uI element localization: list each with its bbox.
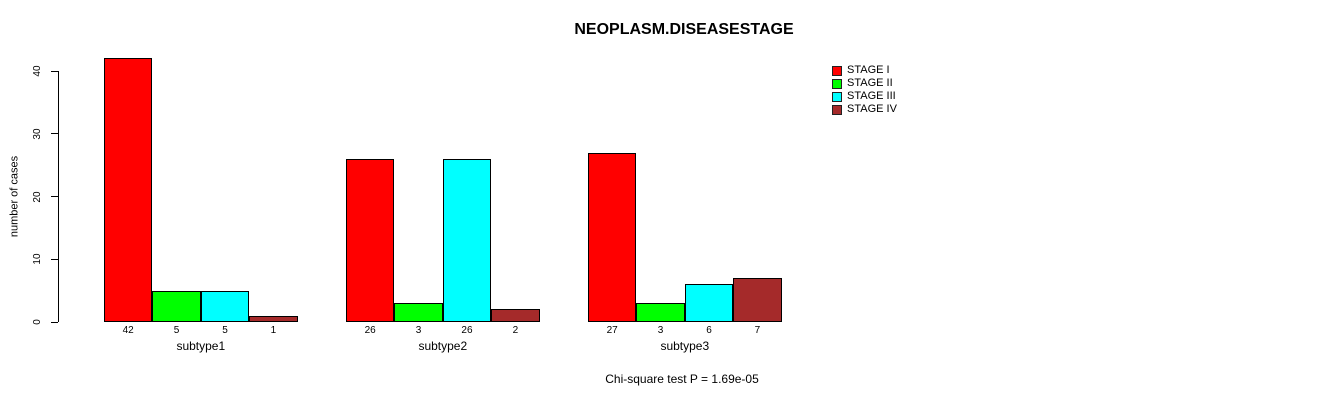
- bar-value-label: 26: [364, 325, 376, 336]
- y-axis-line: [57, 71, 59, 322]
- legend-label-stage-ii: STAGE II: [847, 77, 893, 89]
- bar-subtype1-stage-i: [104, 58, 153, 322]
- y-axis-tick: [50, 196, 58, 197]
- bar-value-label: 2: [512, 325, 519, 336]
- bar-subtype3-stage-iv: [733, 278, 782, 322]
- legend-item-stage-ii: STAGE II: [832, 77, 897, 90]
- bar-value-label: 3: [657, 325, 664, 336]
- legend-swatch-stage-iv: [832, 104, 842, 115]
- bar-subtype2-stage-iv: [491, 309, 540, 322]
- bar-subtype3-stage-i: [588, 152, 637, 322]
- legend-label-stage-iii: STAGE III: [847, 90, 896, 102]
- bar-subtype1-stage-iii: [200, 290, 250, 322]
- y-axis-tick-label: 0: [32, 319, 43, 325]
- legend-item-stage-iii: STAGE III: [832, 90, 897, 103]
- chi-square-annotation: Chi-square test P = 1.69e-05: [605, 372, 759, 386]
- bar-value-label: 42: [122, 325, 134, 336]
- y-axis-tick: [50, 70, 58, 72]
- legend-swatch-stage-i: [832, 65, 842, 76]
- bar-value-label: 3: [415, 325, 422, 336]
- category-label-subtype3: subtype3: [660, 339, 710, 353]
- bar-subtype1-stage-ii: [152, 290, 201, 322]
- bar-value-label: 5: [222, 325, 228, 336]
- bar-subtype2-stage-i: [346, 158, 395, 322]
- legend-label-stage-iv: STAGE IV: [847, 103, 897, 115]
- y-axis-tick: [50, 133, 58, 135]
- y-axis-tick-label: 10: [32, 253, 43, 265]
- bar-subtype2-stage-iii: [442, 158, 492, 322]
- y-axis-tick: [50, 321, 58, 323]
- bar-value-label: 5: [173, 325, 180, 336]
- legend-label-stage-i: STAGE I: [847, 64, 890, 76]
- bar-value-label: 7: [754, 325, 761, 336]
- bar-subtype3-stage-ii: [636, 303, 685, 322]
- category-label-subtype1: subtype1: [176, 339, 226, 353]
- bar-subtype3-stage-iii: [684, 284, 734, 322]
- bar-subtype1-stage-iv: [249, 315, 298, 322]
- legend: STAGE I STAGE II STAGE III STAGE IV: [832, 64, 897, 116]
- bar-subtype2-stage-ii: [394, 303, 443, 322]
- legend-item-stage-i: STAGE I: [832, 64, 897, 77]
- y-axis-tick-label: 30: [32, 128, 43, 140]
- bar-value-label: 6: [706, 325, 712, 336]
- chart-title: NEOPLASM.DISEASESTAGE: [574, 21, 794, 38]
- y-axis-tick: [50, 258, 58, 260]
- legend-swatch-stage-ii: [832, 78, 842, 89]
- bar-value-label: 26: [461, 325, 473, 336]
- legend-item-stage-iv: STAGE IV: [832, 103, 897, 116]
- category-label-subtype2: subtype2: [418, 339, 468, 353]
- y-axis-tick-label: 40: [32, 65, 43, 77]
- legend-swatch-stage-iii: [832, 91, 842, 102]
- bar-value-label: 1: [270, 325, 277, 336]
- bar-value-label: 27: [606, 325, 618, 336]
- y-axis-tick-label: 20: [32, 190, 43, 203]
